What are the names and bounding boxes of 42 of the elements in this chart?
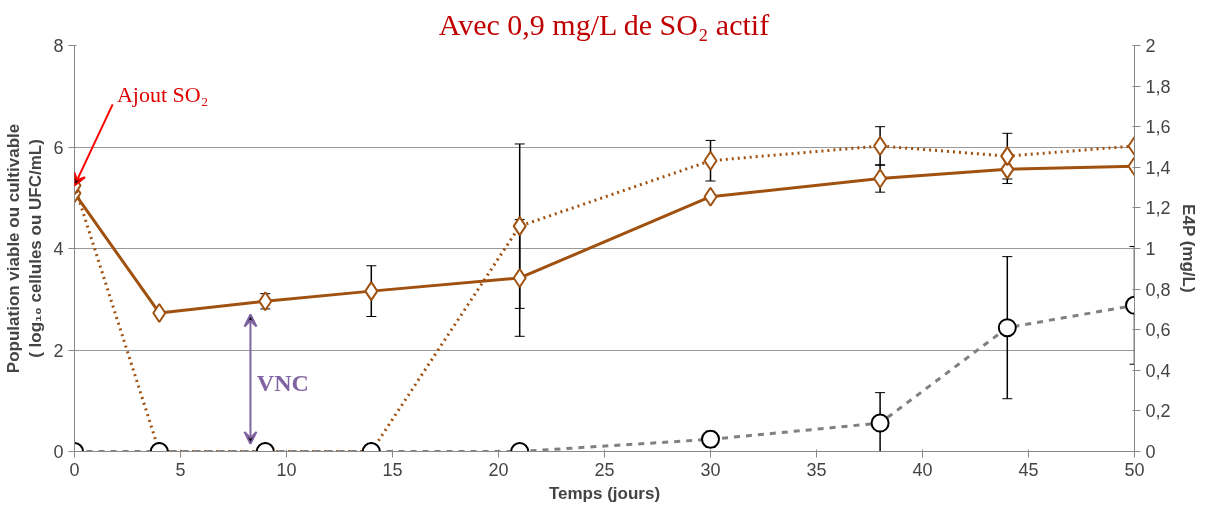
y2-tick-label: 0 <box>1145 442 1156 462</box>
point <box>873 168 888 189</box>
x-tick-label: 15 <box>382 459 403 480</box>
y-tick-label: 0 <box>53 442 64 462</box>
x-tick-label: 10 <box>276 459 297 480</box>
y2-tick-label: 1,6 <box>1145 117 1171 138</box>
x-tick-label: 0 <box>69 459 80 480</box>
x-tick-label: 50 <box>1124 459 1145 480</box>
point <box>873 135 888 156</box>
x-tick-label: 20 <box>488 459 509 480</box>
y2-tick-label: 0,2 <box>1145 401 1171 422</box>
x-tick-label: 30 <box>700 459 721 480</box>
y2-tick-label: 1 <box>1145 239 1156 259</box>
annotation: Ajout SO₂ <box>116 81 209 107</box>
y2-tick-label: 1,2 <box>1145 198 1171 219</box>
y2-tick-label: 1,4 <box>1145 157 1171 178</box>
x-axis-title: Temps (jours) <box>548 483 661 503</box>
y-tick-label: 8 <box>53 36 64 56</box>
point <box>703 186 718 207</box>
y-tick-label: 6 <box>53 137 64 158</box>
y2-tick-label: 1,8 <box>1145 76 1171 97</box>
y-axis-title: Population viable ou cultivable ( log₁₀ cellules ou UFC/mL) <box>3 123 46 374</box>
point <box>512 267 527 288</box>
y2-tick-label: 2 <box>1145 36 1156 56</box>
point <box>512 216 527 237</box>
x-tick-label: 40 <box>912 459 933 480</box>
point <box>703 150 718 171</box>
point <box>364 281 379 302</box>
y-tick-label: 2 <box>53 340 64 361</box>
annotation: VNC <box>256 369 309 396</box>
y2-tick-label: 0,6 <box>1145 320 1171 341</box>
y-tick-label: 4 <box>53 239 64 259</box>
x-tick-label: 25 <box>594 459 615 480</box>
x-tick-label: 5 <box>175 459 186 480</box>
y2-axis-title: E4P (mg/L) <box>1178 204 1198 293</box>
y2-tick-label: 0,8 <box>1145 279 1171 300</box>
x-tick-label: 45 <box>1018 459 1039 480</box>
point <box>152 302 167 323</box>
point <box>1000 146 1015 167</box>
y2-tick-label: 0,4 <box>1145 360 1171 381</box>
x-tick-label: 35 <box>806 459 827 480</box>
chart-title: Avec 0,9 mg/L de SO₂ actif <box>438 7 770 41</box>
